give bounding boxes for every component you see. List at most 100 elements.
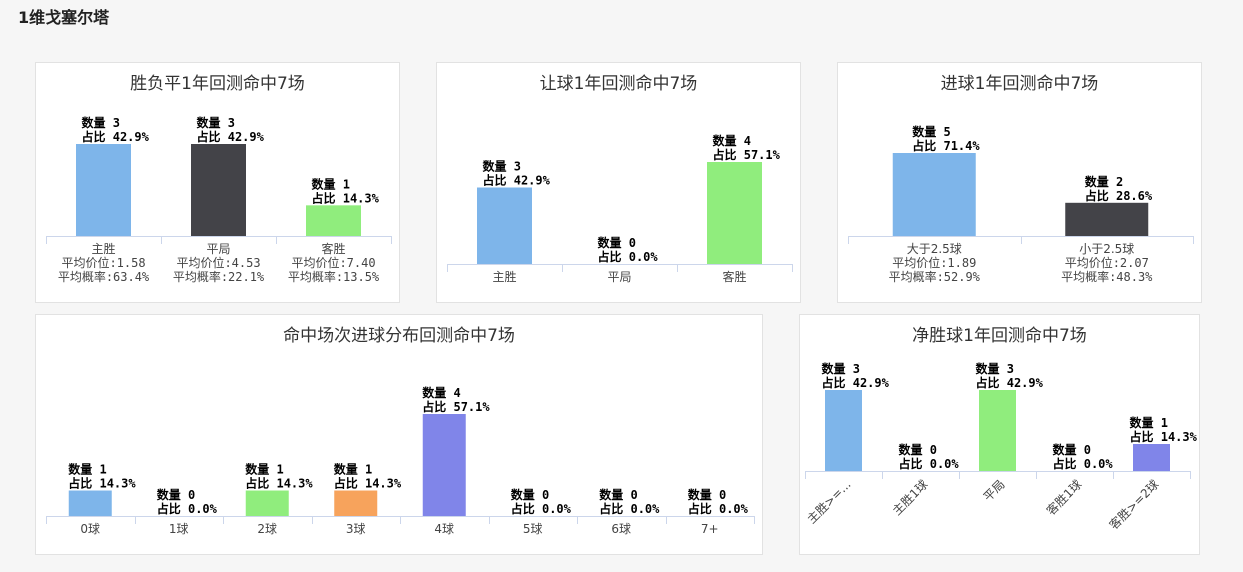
bar[interactable] [422, 414, 466, 516]
x-tick-label: 客胜1球 [1043, 477, 1084, 518]
chart-title: 让球1年回测命中7场 [539, 74, 698, 94]
data-label-count: 数量 3 [483, 159, 521, 174]
data-label-count: 数量 1 [334, 462, 372, 477]
chart-panel-1x2: 胜负平1年回测命中7场 数量 3 占比 42.9% 主胜 平均价位:1.58 平均概率:… [35, 62, 400, 303]
data-label-count: 数量 0 [688, 487, 726, 502]
chart-title: 命中场次进球分布回测命中7场 [283, 326, 515, 346]
bar[interactable] [825, 390, 862, 471]
data-label-count: 数量 1 [312, 176, 350, 191]
bar[interactable] [477, 187, 532, 265]
data-label-count: 数量 1 [245, 462, 283, 477]
bar[interactable] [1133, 444, 1170, 471]
bar[interactable] [334, 490, 378, 517]
chart-panel-goals: 进球1年回测命中7场 数量 5 占比 71.4% 大于2.5球 平均价位:1.89 平均… [837, 62, 1202, 303]
x-tick-label: 4球 [434, 522, 454, 536]
data-label-count: 数量 0 [599, 487, 637, 502]
bar[interactable] [979, 390, 1016, 471]
data-label-count: 数量 2 [1085, 174, 1123, 189]
x-tick-label: 平局 [206, 242, 230, 256]
data-label-percent: 占比 14.3% [312, 190, 380, 205]
data-label-percent: 占比 0.0% [599, 501, 660, 516]
x-tick-label: 小于2.5球 [1079, 242, 1134, 256]
data-label-percent: 占比 42.9% [82, 129, 150, 144]
x-tick-sublabel: 平均概率:13.5% [288, 269, 380, 284]
data-label-count: 数量 0 [598, 235, 636, 250]
data-label-count: 数量 3 [82, 115, 120, 130]
data-label-percent: 占比 0.0% [511, 501, 572, 516]
data-label-count: 数量 3 [976, 361, 1014, 376]
x-tick-sublabel: 平均概率:22.1% [173, 269, 265, 284]
x-tick-label: 大于2.5球 [907, 242, 962, 256]
data-label-percent: 占比 42.9% [976, 375, 1044, 390]
bar[interactable] [892, 153, 976, 236]
bar[interactable] [707, 162, 762, 264]
x-tick-label: 6球 [611, 522, 631, 536]
data-label-percent: 占比 42.9% [822, 375, 890, 390]
x-tick-label: 主胜 [91, 241, 115, 256]
data-label-percent: 占比 0.0% [899, 456, 960, 471]
data-label-count: 数量 4 [713, 133, 751, 148]
x-tick-label: 主胜1球 [889, 477, 930, 518]
x-tick-label: 平局 [607, 270, 631, 284]
x-tick-label: 客胜 [321, 241, 345, 256]
x-tick-sublabel: 平均价位:1.58 [61, 255, 145, 270]
data-label-percent: 占比 0.0% [598, 249, 659, 264]
data-label-count: 数量 3 [822, 361, 860, 376]
data-label-count: 数量 5 [912, 124, 950, 139]
data-label-percent: 占比 71.4% [912, 138, 980, 153]
x-tick-label: 7+ [701, 522, 719, 536]
chart-panel-handicap: 让球1年回测命中7场 数量 3 占比 42.9% 主胜 数量 0 占比 0.0% 平局 数量… [436, 62, 801, 303]
x-tick-label: 平局 [981, 477, 1008, 504]
data-label-percent: 占比 14.3% [1130, 429, 1198, 444]
x-tick-label: 客胜>=2球 [1106, 477, 1162, 533]
data-label-percent: 占比 28.6% [1085, 188, 1153, 203]
x-tick-label: 5球 [523, 522, 543, 536]
x-tick-label: 主胜>=... [804, 477, 854, 527]
data-label-percent: 占比 57.1% [713, 147, 781, 162]
data-label-count: 数量 0 [1053, 442, 1091, 457]
data-label-percent: 占比 14.3% [68, 476, 136, 491]
bar[interactable] [245, 490, 289, 517]
x-tick-label: 2球 [257, 522, 277, 536]
data-label-count: 数量 3 [197, 115, 235, 130]
x-tick-sublabel: 平均概率:52.9% [889, 269, 981, 284]
chart-title: 胜负平1年回测命中7场 [130, 74, 305, 94]
x-tick-sublabel: 平均价位:2.07 [1065, 255, 1149, 270]
data-label-percent: 占比 0.0% [157, 501, 218, 516]
x-tick-label: 主胜 [492, 269, 516, 284]
x-tick-label: 1球 [169, 522, 189, 536]
x-tick-label: 客胜 [722, 269, 746, 284]
bar[interactable] [1065, 202, 1149, 236]
data-label-count: 数量 4 [422, 385, 460, 400]
x-tick-sublabel: 平均概率:63.4% [58, 269, 150, 284]
x-tick-label: 3球 [346, 522, 366, 536]
chart-panel-goal-distribution: 命中场次进球分布回测命中7场 数量 1 占比 14.3% 0球 数量 0 占比 0.0%… [35, 314, 763, 555]
data-label-percent: 占比 42.9% [197, 129, 265, 144]
bar[interactable] [191, 144, 246, 236]
data-label-percent: 占比 42.9% [483, 173, 551, 188]
bar[interactable] [76, 144, 131, 236]
chart-handicap: 数量 3占比 42.9% 主胜 数量 0占比 0.0% 平局 数量 4占比 57.1% 客… [447, 133, 793, 284]
data-label-count: 数量 1 [68, 462, 106, 477]
data-label-count: 数量 0 [511, 487, 549, 502]
data-label-percent: 占比 57.1% [422, 399, 490, 414]
chart-panel-goal-difference: 净胜球1年回测命中7场 数量 3 占比 42.9% 主胜>=... 数量 0 占比 0.… [799, 314, 1200, 555]
bar[interactable] [306, 205, 361, 236]
data-label-count: 数量 0 [157, 487, 195, 502]
data-label-percent: 占比 0.0% [1053, 456, 1114, 471]
x-tick-sublabel: 平均价位:4.53 [176, 255, 260, 270]
bar[interactable] [68, 490, 112, 517]
x-tick-sublabel: 平均概率:48.3% [1061, 269, 1153, 284]
chart-title: 进球1年回测命中7场 [940, 74, 1099, 94]
data-label-percent: 占比 0.0% [688, 501, 749, 516]
x-tick-label: 0球 [80, 522, 100, 536]
data-label-count: 数量 1 [1130, 415, 1168, 430]
data-label-percent: 占比 14.3% [334, 476, 402, 491]
chart-title: 净胜球1年回测命中7场 [912, 326, 1087, 346]
x-tick-sublabel: 平均价位:1.89 [892, 255, 976, 270]
page-title: 1维戈塞尔塔 [18, 8, 110, 27]
